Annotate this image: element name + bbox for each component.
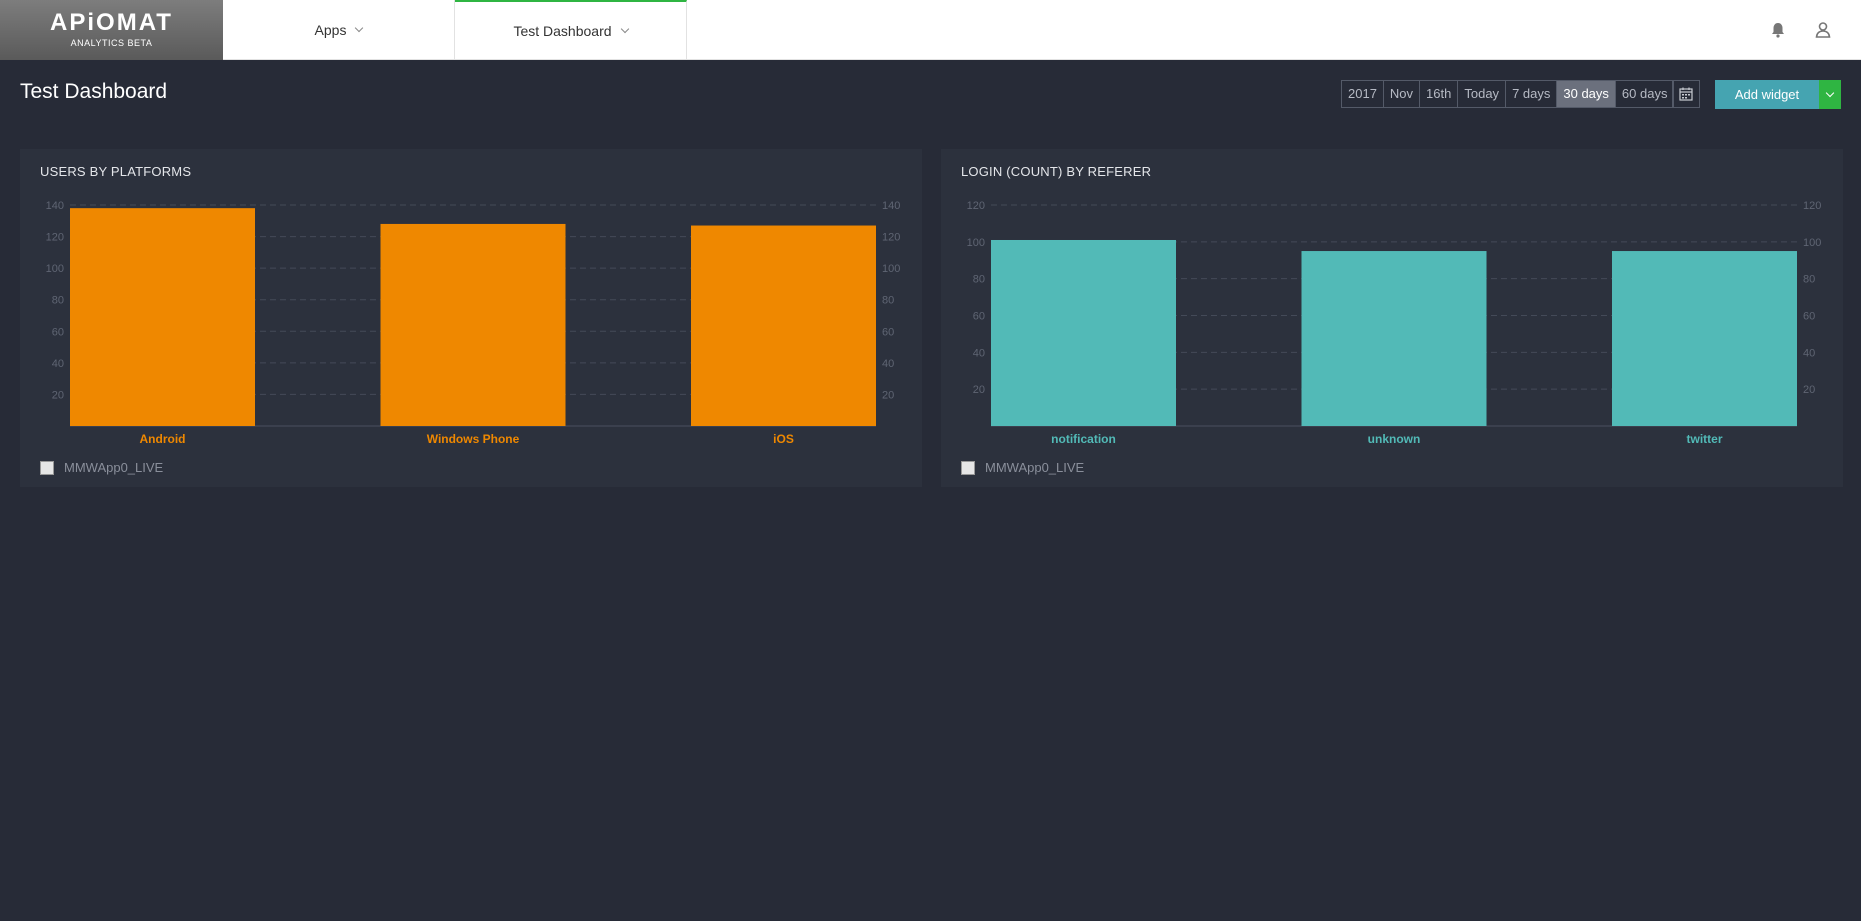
chevron-down-icon (1825, 88, 1835, 97)
date-range-button-30-days[interactable]: 30 days (1557, 81, 1616, 107)
date-range-button-nov[interactable]: Nov (1384, 81, 1421, 107)
bar-notification[interactable] (991, 239, 1176, 426)
legend-item[interactable]: MMWApp0_LIVE (961, 460, 1084, 475)
widget-title: LOGIN (COUNT) BY REFERER (961, 164, 1152, 179)
y-tick-label-left: 60 (52, 326, 64, 338)
bell-icon[interactable] (1767, 19, 1789, 41)
y-tick-label-right: 140 (882, 200, 900, 212)
y-tick-label-right: 100 (882, 263, 900, 275)
chevron-down-icon (355, 23, 364, 33)
legend-checkbox[interactable] (40, 460, 54, 475)
nav-apps-dropdown[interactable]: Apps (223, 0, 455, 60)
y-tick-label-right: 40 (882, 358, 894, 370)
add-widget-button[interactable]: Add widget (1715, 80, 1819, 109)
y-tick-label-right: 20 (1803, 384, 1815, 396)
y-tick-label-right: 60 (882, 326, 894, 338)
y-tick-label-right: 120 (882, 232, 900, 244)
page-title: Test Dashboard (20, 80, 168, 103)
legend-item[interactable]: MMWApp0_LIVE (40, 460, 163, 475)
y-tick-label-left: 20 (973, 384, 985, 396)
date-range-button-60-days[interactable]: 60 days (1621, 86, 1668, 101)
y-tick-label-left: 120 (967, 200, 985, 212)
y-tick-label-left: 120 (46, 232, 64, 244)
x-tick-label: iOS (773, 432, 794, 446)
add-widget-dropdown-button[interactable] (1819, 80, 1841, 109)
y-tick-label-right: 100 (1803, 237, 1821, 249)
date-range-selector: 2017 Nov 16th Today 7 days 30 days 60 days (1341, 80, 1675, 108)
user-icon[interactable] (1812, 19, 1834, 41)
nav-apps-label: Apps (314, 22, 347, 38)
y-tick-label-left: 100 (46, 263, 64, 275)
nav-dashboard-dropdown[interactable]: Test Dashboard (455, 0, 687, 60)
y-tick-label-left: 20 (52, 389, 64, 401)
bar-chart: 20 20 40 40 60 60 80 80 100 100 120 120 notification… (967, 200, 1822, 446)
date-range-button-2017[interactable]: 2017 (1342, 81, 1384, 107)
logo-word: APiOMAT (50, 9, 173, 36)
x-tick-label: notification (1051, 432, 1116, 446)
chevron-down-icon (620, 24, 629, 34)
y-tick-label-right: 80 (1803, 274, 1815, 286)
bar-chart: 20 20 40 40 60 60 80 80 100 100 120 120 140 140 Androi… (46, 200, 901, 446)
x-tick-label: Windows Phone (427, 432, 520, 446)
legend-checkbox[interactable] (961, 460, 975, 475)
nav-dashboard-label: Test Dashboard (513, 23, 612, 39)
x-tick-label: twitter (1687, 432, 1723, 446)
widget-login-by-referer: LOGIN (COUNT) BY REFERER 20 20 40 40 60 60 80 8… (941, 149, 1843, 487)
y-tick-label-left: 80 (973, 274, 985, 286)
x-tick-label: unknown (1368, 432, 1421, 446)
legend-label: MMWApp0_LIVE (64, 460, 164, 475)
date-range-button-today[interactable]: Today (1458, 81, 1507, 107)
calendar-icon (1679, 87, 1693, 101)
logo[interactable]: APiOMAT ANALYTICS BETA (0, 0, 223, 60)
y-tick-label-right: 40 (1803, 347, 1815, 359)
calendar-button[interactable] (1672, 80, 1700, 108)
y-tick-label-left: 80 (52, 295, 64, 307)
legend-label: MMWApp0_LIVE (985, 460, 1085, 475)
bar-android[interactable] (70, 208, 255, 426)
y-tick-label-right: 120 (1803, 200, 1821, 212)
bar-ios[interactable] (691, 225, 876, 426)
y-tick-label-left: 40 (973, 347, 985, 359)
logo-subtitle: ANALYTICS BETA (70, 38, 153, 48)
date-range-button-7-days[interactable]: 7 days (1506, 81, 1558, 107)
widget-users-by-platforms: USERS BY PLATFORMS 20 20 40 40 60 60 80 80 100 10… (20, 149, 922, 487)
x-tick-label: Android (140, 432, 186, 446)
y-tick-label-right: 60 (1803, 311, 1815, 323)
top-bar: APiOMAT ANALYTICS BETA Apps Test Dashboa… (0, 0, 1861, 60)
widget-title: USERS BY PLATFORMS (40, 164, 192, 179)
y-tick-label-left: 140 (46, 200, 64, 212)
bar-twitter[interactable] (1612, 251, 1797, 426)
y-tick-label-right: 20 (882, 389, 894, 401)
y-tick-label-left: 60 (973, 311, 985, 323)
y-tick-label-left: 40 (52, 358, 64, 370)
date-range-button-16th[interactable]: 16th (1420, 81, 1459, 107)
bar-unknown[interactable] (1301, 251, 1487, 426)
bar-windows-phone[interactable] (380, 223, 566, 426)
y-tick-label-left: 100 (967, 237, 985, 249)
y-tick-label-right: 80 (882, 295, 894, 307)
